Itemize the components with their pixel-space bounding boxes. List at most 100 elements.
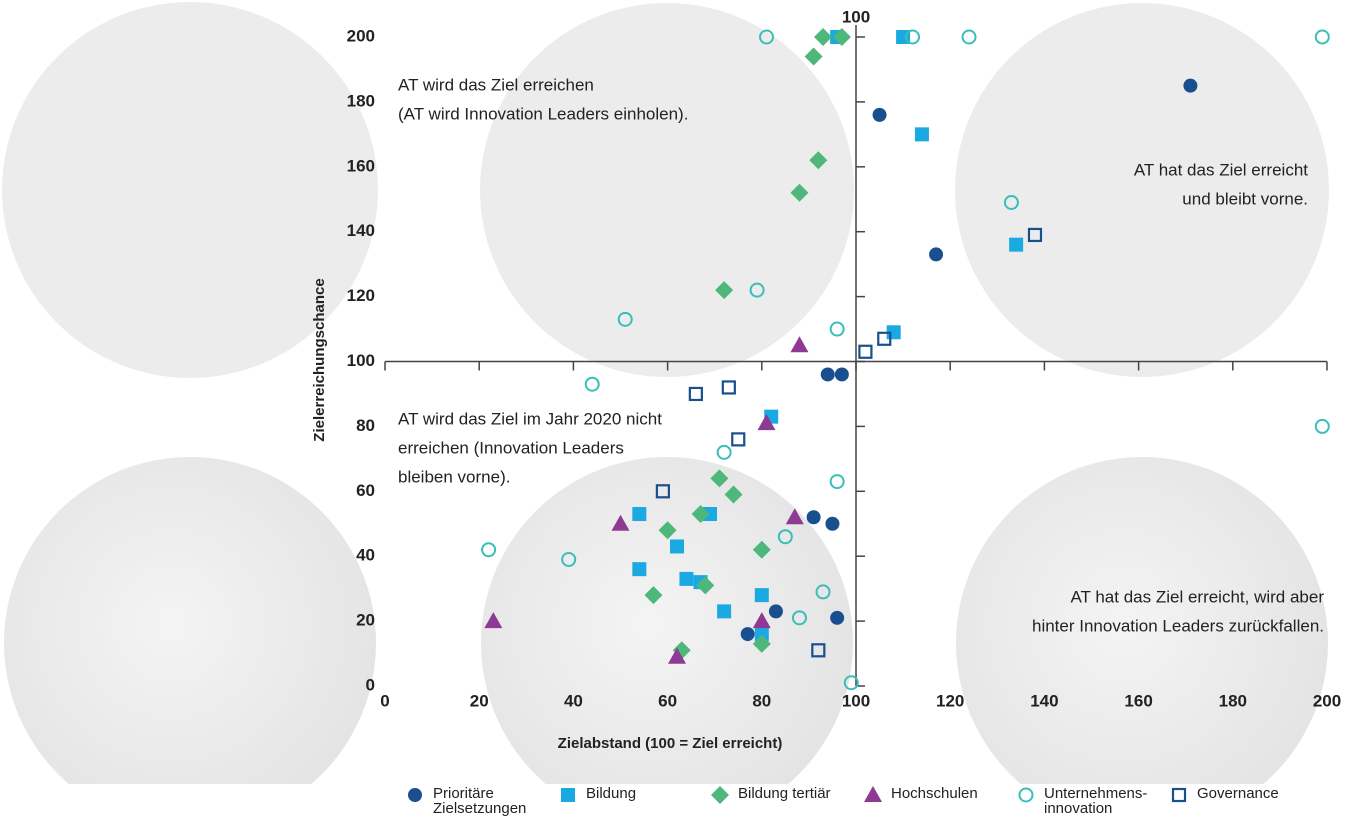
point: [815, 584, 831, 600]
y-tick-label: 40: [356, 546, 375, 565]
point: [757, 414, 776, 431]
point: [1027, 227, 1043, 243]
point: [809, 151, 828, 170]
point: [1314, 418, 1330, 434]
point: [820, 367, 835, 382]
point: [914, 127, 929, 142]
point: [929, 247, 944, 262]
point: [858, 344, 873, 359]
legend-item: Prioritäre Zielsetzungen: [405, 786, 543, 816]
point: [759, 29, 775, 45]
point: [724, 485, 743, 504]
point: [688, 386, 703, 402]
x-tick-label: 80: [752, 691, 771, 710]
legend-label: Unternehmens-innovation: [1044, 785, 1148, 817]
legend-marker: [1018, 787, 1034, 803]
point: [790, 336, 809, 353]
cross-label: 100: [842, 7, 870, 26]
x-tick-label: 200: [1313, 691, 1341, 710]
annotation: AT hat das Ziel erreicht, wird aber: [1070, 587, 1324, 606]
point: [790, 183, 809, 202]
point: [832, 28, 851, 46]
point: [872, 107, 887, 122]
point: [617, 311, 633, 327]
annotation: hinter Innovation Leaders zurückfallen.: [1032, 616, 1324, 635]
point: [668, 647, 687, 664]
x-tick-label: 100: [842, 691, 870, 710]
point: [811, 643, 826, 658]
point: [696, 576, 715, 595]
y-tick-label: 140: [347, 221, 375, 240]
legend-icon: [1171, 787, 1187, 803]
legend-item: Bildung tertiär: [710, 786, 848, 804]
x-tick-label: 140: [1030, 691, 1058, 710]
point: [679, 571, 694, 586]
annotation: AT wird das Ziel erreichen: [398, 75, 594, 94]
point: [691, 505, 710, 524]
legend-marker: [408, 788, 422, 802]
x-tick-label: 20: [470, 691, 489, 710]
point: [1314, 29, 1330, 45]
point: [768, 604, 783, 619]
point: [632, 562, 647, 577]
legend-marker: [711, 786, 729, 804]
point: [877, 331, 892, 346]
point: [644, 586, 663, 605]
point: [834, 367, 849, 382]
point: [752, 612, 771, 629]
y-tick-label: 100: [347, 351, 375, 370]
point: [1003, 194, 1019, 210]
point: [1183, 78, 1198, 93]
legend-marker: [561, 788, 575, 802]
point: [829, 474, 845, 490]
point: [611, 514, 630, 531]
y-tick-label: 80: [356, 416, 375, 435]
legend-icon: [408, 788, 422, 802]
point: [731, 432, 746, 447]
point: [717, 604, 732, 619]
point: [961, 29, 977, 45]
point: [754, 588, 769, 603]
point: [484, 612, 503, 629]
point: [814, 28, 833, 46]
legend-label: Governance: [1197, 785, 1279, 802]
annotation: erreichen (Innovation Leaders: [398, 438, 624, 457]
x-tick-label: 40: [564, 691, 583, 710]
point: [670, 539, 685, 554]
annotation: bleiben vorne).: [398, 467, 510, 486]
legend-label: Hochschulen: [891, 785, 978, 802]
legend-marker: [864, 786, 882, 802]
y-tick-label: 120: [347, 286, 375, 305]
annotation: und bleibt vorne.: [1182, 189, 1308, 208]
point: [702, 507, 717, 522]
point: [791, 610, 807, 626]
legend: Prioritäre Zielsetzungen Bildung Bildung t…: [0, 784, 1349, 824]
point: [754, 627, 769, 642]
y-tick-label: 200: [347, 26, 375, 45]
point: [715, 281, 734, 300]
point: [716, 444, 732, 460]
legend-icon: [711, 786, 729, 804]
annotation: AT wird das Ziel im Jahr 2020 nicht: [398, 409, 662, 428]
point: [481, 542, 497, 558]
point: [752, 634, 771, 653]
x-tick-label: 0: [380, 691, 389, 710]
point: [825, 516, 840, 531]
x-tick-label: 120: [936, 691, 964, 710]
point: [740, 627, 755, 642]
point: [561, 551, 577, 567]
x-tick-label: 60: [658, 691, 677, 710]
legend-label: Bildung tertiär: [738, 785, 831, 802]
legend-label: Prioritäre Zielsetzungen: [433, 785, 527, 817]
y-axis-label: Zielerreichungschance: [311, 278, 328, 441]
point: [655, 484, 670, 499]
point: [658, 521, 677, 540]
legend-item: Hochschulen: [863, 786, 1001, 804]
point: [843, 675, 859, 691]
y-tick-label: 60: [356, 481, 375, 500]
point: [632, 507, 647, 522]
point: [829, 321, 845, 337]
y-tick-label: 0: [366, 675, 375, 694]
point: [749, 282, 765, 298]
